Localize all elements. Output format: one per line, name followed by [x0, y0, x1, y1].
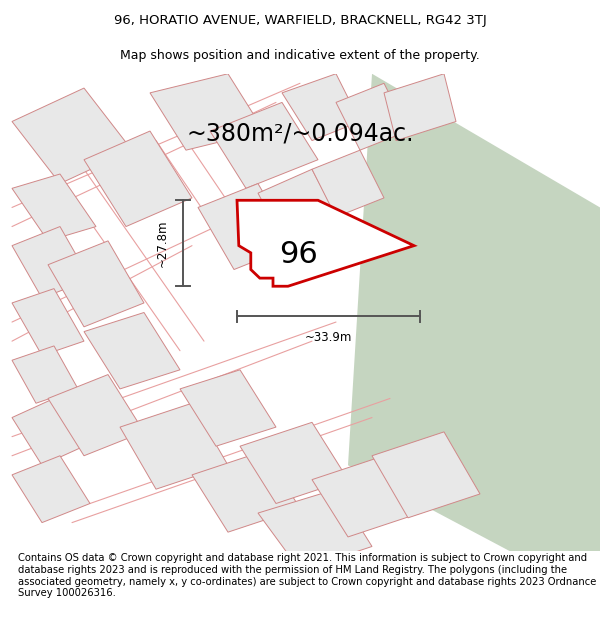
Polygon shape — [282, 74, 360, 141]
Polygon shape — [372, 432, 480, 518]
Text: ~33.9m: ~33.9m — [305, 331, 352, 344]
Polygon shape — [348, 74, 600, 551]
Polygon shape — [12, 174, 96, 241]
Polygon shape — [240, 422, 348, 504]
Polygon shape — [210, 102, 318, 188]
Polygon shape — [258, 169, 342, 251]
Polygon shape — [192, 451, 300, 532]
Polygon shape — [198, 184, 294, 269]
Text: ~27.8m: ~27.8m — [155, 219, 169, 267]
Polygon shape — [120, 403, 228, 489]
Text: Map shows position and indicative extent of the property.: Map shows position and indicative extent… — [120, 49, 480, 62]
Polygon shape — [84, 312, 180, 389]
Text: ~380m²/~0.094ac.: ~380m²/~0.094ac. — [186, 121, 414, 146]
Polygon shape — [150, 74, 264, 150]
Text: Contains OS data © Crown copyright and database right 2021. This information is : Contains OS data © Crown copyright and d… — [18, 554, 596, 598]
Polygon shape — [12, 399, 84, 465]
Polygon shape — [336, 83, 408, 150]
Polygon shape — [12, 456, 90, 522]
Polygon shape — [48, 241, 144, 327]
Polygon shape — [312, 456, 420, 537]
Text: 96: 96 — [279, 240, 317, 269]
Polygon shape — [237, 200, 414, 286]
Polygon shape — [12, 88, 132, 184]
Polygon shape — [312, 150, 384, 217]
Polygon shape — [12, 226, 90, 298]
Polygon shape — [180, 370, 276, 446]
Polygon shape — [258, 489, 372, 571]
Text: 96, HORATIO AVENUE, WARFIELD, BRACKNELL, RG42 3TJ: 96, HORATIO AVENUE, WARFIELD, BRACKNELL,… — [113, 14, 487, 27]
Polygon shape — [12, 289, 84, 356]
Polygon shape — [384, 74, 456, 141]
Polygon shape — [12, 346, 78, 403]
Polygon shape — [48, 374, 144, 456]
Polygon shape — [84, 131, 192, 226]
